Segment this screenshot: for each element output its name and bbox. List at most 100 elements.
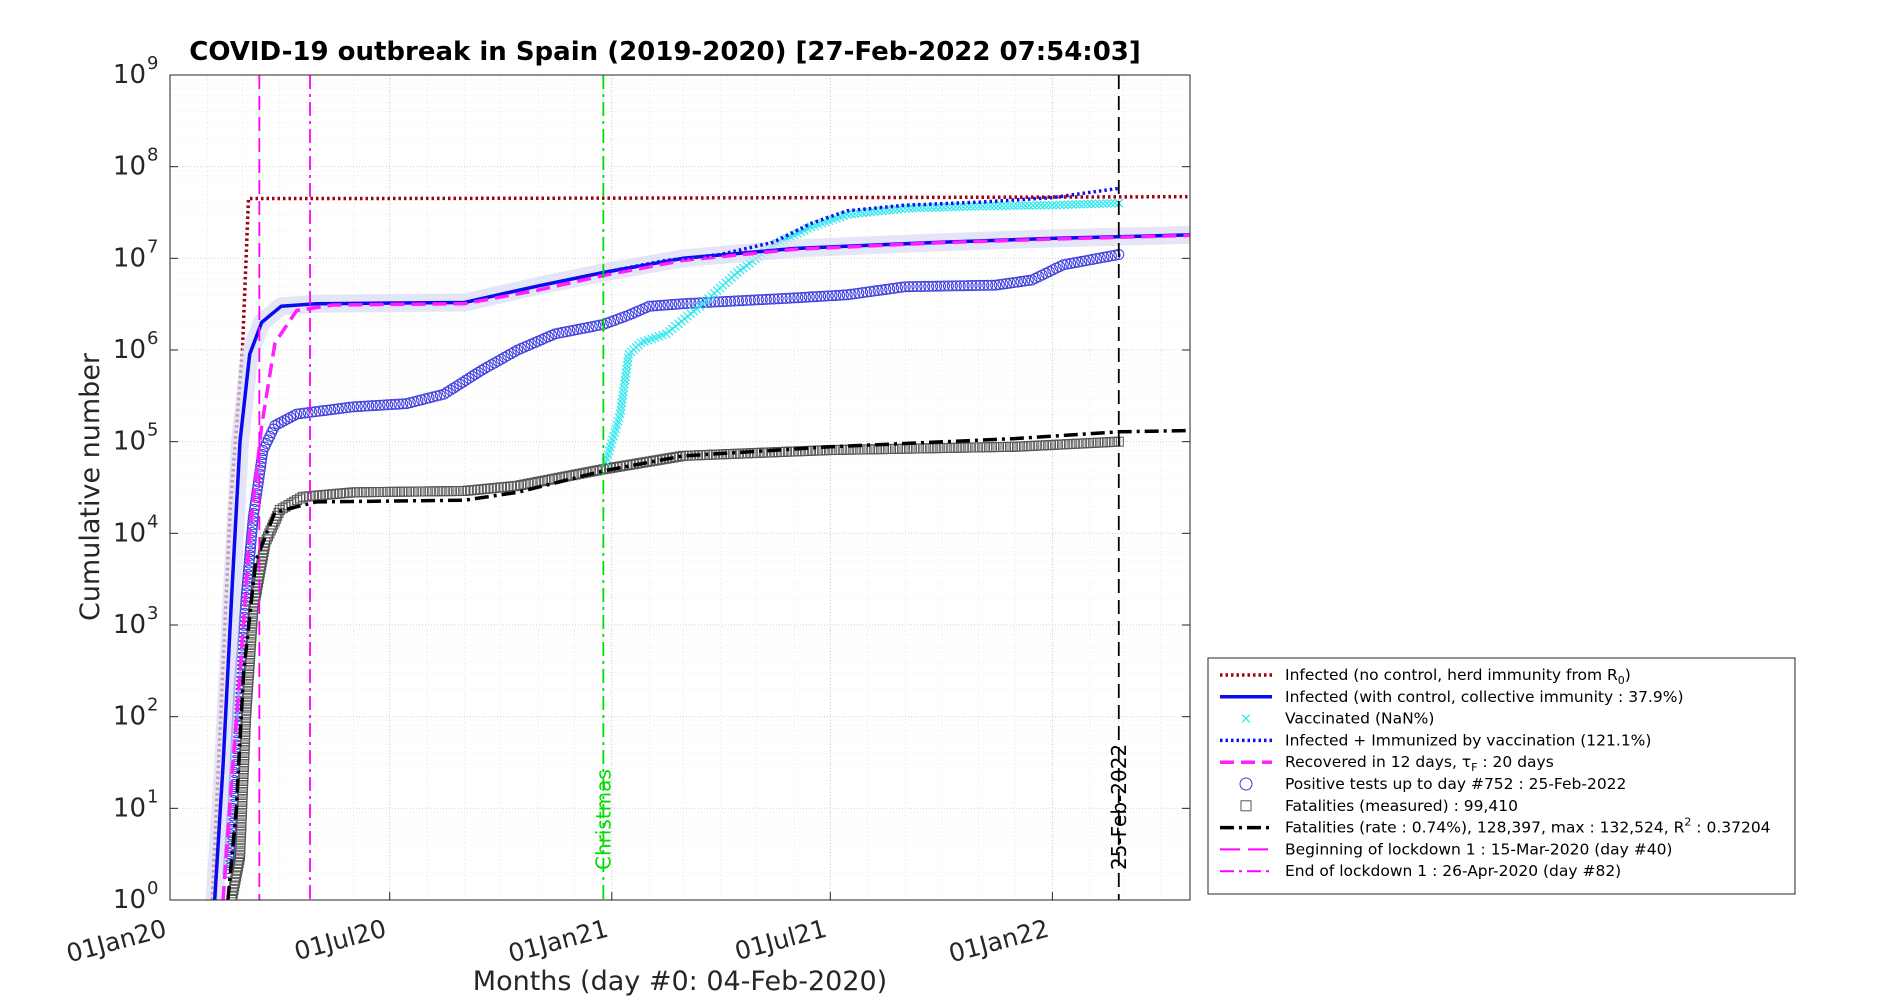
vaccinated-marker xyxy=(997,201,1007,211)
vaccinated-marker xyxy=(1051,200,1061,210)
positive_tests-marker xyxy=(978,279,990,291)
positive_tests-marker xyxy=(677,298,689,310)
positive_tests-marker xyxy=(594,319,606,331)
positive_tests-marker xyxy=(807,291,819,303)
positive_tests-marker xyxy=(744,294,756,306)
fatalities_measured-marker xyxy=(546,474,557,485)
fatalities_measured-marker xyxy=(294,493,305,504)
legend-marker xyxy=(1240,800,1252,812)
positive_tests-marker xyxy=(752,294,764,306)
fatalities_measured-marker xyxy=(234,854,245,865)
event-lines: Christmas 25-Feb-2022 xyxy=(258,75,1131,900)
vaccinated-marker xyxy=(989,201,999,211)
positive_tests-marker xyxy=(966,280,978,292)
positive_tests-marker xyxy=(857,287,869,299)
positive_tests-marker xyxy=(378,399,390,411)
positive_tests-marker xyxy=(756,294,768,306)
vaccinated-marker xyxy=(1055,200,1065,210)
y-tick-label: 10 xyxy=(113,885,146,915)
positive_tests-marker xyxy=(764,293,776,305)
positive_tests-marker xyxy=(419,393,431,405)
positive_tests-marker xyxy=(891,282,903,294)
y-tick-label: 10 xyxy=(113,335,146,365)
x-tick-label: 01Jan22 xyxy=(946,914,1052,968)
positive_tests-marker xyxy=(374,399,386,411)
plot-frame xyxy=(169,74,1191,901)
positive_tests-marker xyxy=(252,480,264,492)
positive_tests-marker xyxy=(993,279,1005,291)
vaccinated-marker xyxy=(1032,200,1042,210)
y-tick-exponent: 6 xyxy=(147,328,158,349)
vaccinated-marker xyxy=(985,201,995,211)
positive_tests-marker xyxy=(1091,253,1103,265)
positive_tests-marker xyxy=(768,293,780,305)
positive_tests-marker xyxy=(466,370,478,382)
positive_tests-marker xyxy=(393,398,405,410)
x-tick-label: 01Jan20 xyxy=(63,914,169,968)
positive_tests-marker xyxy=(868,285,880,297)
fatalities_measured-marker xyxy=(584,466,595,477)
positive_tests-marker xyxy=(382,399,394,411)
vaccinated-marker xyxy=(1102,199,1112,208)
vaccinated-marker xyxy=(865,207,875,217)
fatalities_measured-marker xyxy=(594,464,605,475)
fatalities_measured-marker xyxy=(674,451,685,462)
positive_tests-marker xyxy=(1102,251,1114,263)
vaccinated-marker xyxy=(623,353,633,363)
fatalities_measured-marker xyxy=(257,550,268,561)
positive_tests-marker xyxy=(295,408,307,420)
positive_tests-marker xyxy=(556,326,568,338)
vaccinated-marker xyxy=(1059,200,1069,210)
positive_tests-marker xyxy=(872,285,884,297)
positive_tests-marker xyxy=(673,298,685,310)
legend-label: Infected (with control, collective immun… xyxy=(1285,688,1684,706)
x-tick-label: 01Jul21 xyxy=(732,914,830,966)
vaccinated-marker xyxy=(1094,199,1104,209)
positive_tests-marker xyxy=(317,405,329,417)
fatalities_measured-marker xyxy=(229,878,240,889)
vaccinated-marker xyxy=(1067,200,1077,210)
vaccinated-marker xyxy=(621,368,631,378)
vaccinated-marker xyxy=(1106,198,1116,208)
positive_tests-marker xyxy=(582,321,594,333)
positive_tests-marker xyxy=(772,293,784,305)
y-tick-label: 10 xyxy=(113,427,146,457)
y-tick-label: 10 xyxy=(113,702,146,732)
fatalities_measured-marker xyxy=(252,580,263,591)
positive_tests-marker xyxy=(880,283,892,295)
positive_tests-marker xyxy=(553,327,565,339)
positive_tests-marker xyxy=(460,374,472,386)
fatalities_measured-marker xyxy=(574,468,585,479)
positive_tests-marker xyxy=(1011,276,1023,288)
y-axis-label: Cumulative number xyxy=(75,352,106,621)
vaccinated-marker xyxy=(1075,199,1085,209)
positive_tests-marker xyxy=(733,295,745,307)
vaccinated-marker xyxy=(908,203,918,213)
positive_tests-marker xyxy=(366,400,378,412)
positive_tests-marker xyxy=(876,284,888,296)
positive_tests-marker xyxy=(336,402,348,414)
y-tick-label: 10 xyxy=(113,610,146,640)
positive_tests-marker xyxy=(654,299,666,311)
x-tick-label: 01Jan21 xyxy=(505,914,611,968)
positive_tests-marker xyxy=(970,279,982,291)
positive_tests-marker xyxy=(725,295,737,307)
positive_tests-marker xyxy=(826,290,838,302)
positive_tests-marker xyxy=(412,395,424,407)
positive_tests-marker xyxy=(811,291,823,303)
vaccinated-marker xyxy=(620,379,629,389)
positive_tests-marker xyxy=(397,398,409,410)
legend-label: Positive tests up to day #752 : 25-Feb-2… xyxy=(1285,775,1626,793)
fatalities_measured-marker xyxy=(258,547,269,558)
positive_tests-marker xyxy=(982,279,994,291)
positive_tests-marker xyxy=(923,280,935,292)
positive_tests-marker xyxy=(370,399,382,411)
legend-label: End of lockdown 1 : 26-Apr-2020 (day #82… xyxy=(1285,862,1621,880)
y-tick-exponent: 9 xyxy=(147,53,158,74)
event-line-label: 25-Feb-2022 xyxy=(1107,744,1131,870)
y-tick-exponent: 3 xyxy=(147,603,158,624)
positive_tests-marker xyxy=(246,526,258,538)
positive_tests-marker xyxy=(434,389,446,401)
positive_tests-marker xyxy=(748,294,760,306)
positive_tests-marker xyxy=(709,296,721,308)
